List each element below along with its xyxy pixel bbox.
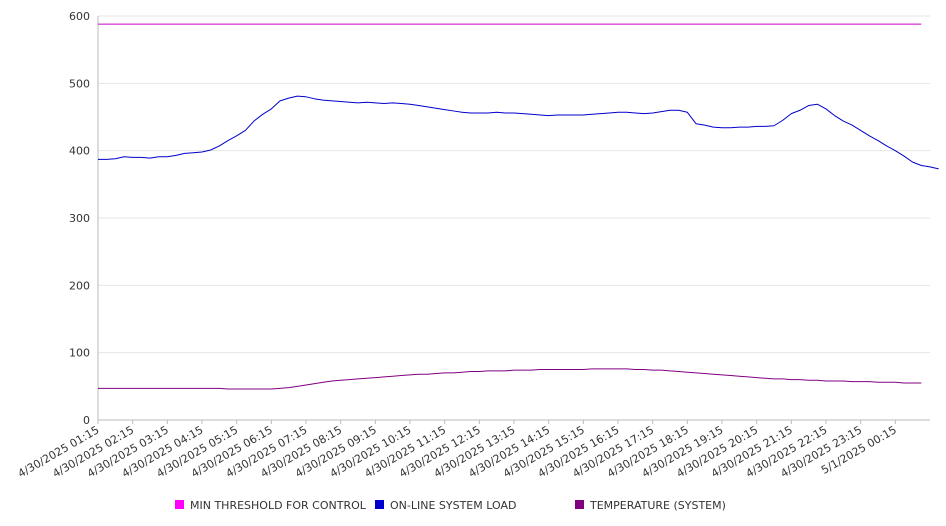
series-line-2: [98, 368, 922, 390]
legend-swatch: [375, 500, 384, 509]
grid-lines: [98, 15, 930, 354]
legend-label: MIN THRESHOLD FOR CONTROL: [190, 499, 367, 512]
series-line-1: [98, 95, 939, 170]
y-tick-label: 500: [69, 77, 90, 90]
y-tick-label: 100: [69, 347, 90, 360]
series-lines: [98, 23, 939, 390]
x-axis: 4/30/2025 01:154/30/2025 02:154/30/2025 …: [16, 419, 930, 480]
y-tick-label: 400: [69, 145, 90, 158]
y-tick-label: 200: [69, 279, 90, 292]
legend-swatch: [175, 500, 184, 509]
legend: MIN THRESHOLD FOR CONTROL ON-LINE SYSTEM …: [175, 499, 726, 512]
y-tick-label: 600: [69, 10, 90, 23]
y-axis: 0 100 200 300 400 500 600: [69, 10, 99, 427]
legend-swatch: [575, 500, 584, 509]
legend-label: TEMPERATURE (SYSTEM): [589, 499, 726, 512]
legend-label: ON-LINE SYSTEM LOAD: [390, 499, 516, 512]
y-tick-label: 0: [83, 414, 90, 427]
y-tick-label: 300: [69, 212, 90, 225]
